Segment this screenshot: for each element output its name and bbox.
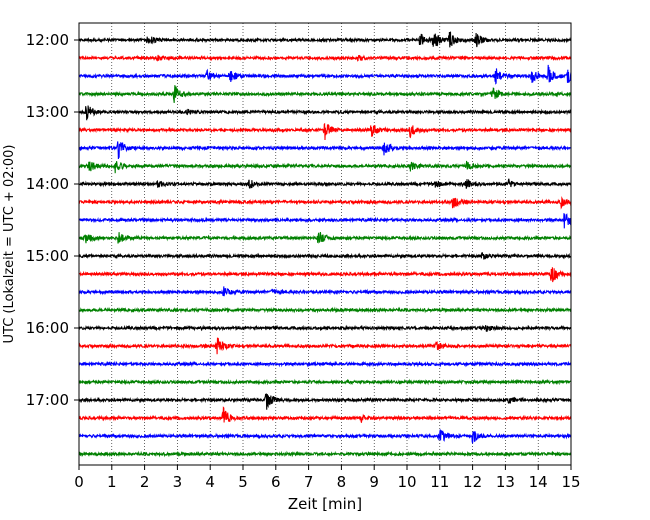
y-tick-label: 13:00 (26, 103, 69, 121)
trace-line (78, 450, 572, 458)
trace-line (78, 122, 572, 141)
x-tick-label: 4 (205, 473, 215, 491)
x-tick-label: 15 (561, 473, 580, 491)
trace-line (78, 324, 572, 332)
trace-line (78, 85, 572, 103)
trace-line (78, 64, 572, 85)
trace-line (78, 429, 572, 444)
x-tick-label: 0 (74, 473, 84, 491)
y-tick-label: 15:00 (26, 247, 69, 265)
x-tick-label: 1 (107, 473, 117, 491)
y-tick-label: 14:00 (26, 175, 69, 193)
trace-line (78, 178, 572, 189)
y-tick-label: 16:00 (26, 319, 69, 337)
plot-frame (78, 22, 572, 466)
traces (78, 31, 572, 458)
trace-line (78, 286, 572, 297)
trace-line (78, 406, 572, 424)
x-tick-label: 13 (496, 473, 515, 491)
x-axis: 0 1 2 3 4 5 6 7 8 9 10 11 12 13 14 15 (74, 465, 581, 491)
trace-line (78, 31, 572, 48)
trace-line (78, 337, 572, 355)
x-tick-label: 5 (238, 473, 248, 491)
trace-line (78, 213, 572, 229)
trace-line (78, 393, 572, 410)
x-tick-label: 9 (369, 473, 379, 491)
x-tick-label: 14 (529, 473, 548, 491)
x-tick-label: 7 (304, 473, 314, 491)
trace-line (78, 267, 572, 283)
trace-line (78, 231, 572, 244)
x-tick-label: 3 (173, 473, 183, 491)
trace-line (78, 160, 572, 174)
x-tick-label: 8 (337, 473, 347, 491)
x-tick-label: 2 (140, 473, 150, 491)
trace-line (78, 378, 572, 386)
trace-line (78, 105, 572, 121)
x-axis-label: Zeit [min] (288, 495, 362, 513)
trace-line (78, 141, 572, 160)
y-tick-label: 12:00 (26, 31, 69, 49)
trace-line (78, 360, 572, 368)
plot-area (79, 23, 571, 465)
y-axis-label: UTC (Lokalzeit = UTC + 02:00) (2, 145, 17, 344)
x-tick-label: 11 (430, 473, 449, 491)
trace-line (78, 196, 572, 210)
trace-line (78, 306, 572, 314)
trace-line (78, 54, 572, 62)
y-tick-label: 17:00 (26, 391, 69, 409)
trace-line (78, 251, 572, 260)
y-axis: 12:00 13:00 14:00 15:00 16:00 17:00 (26, 31, 79, 409)
x-tick-label: 10 (397, 473, 416, 491)
x-tick-label: 12 (463, 473, 482, 491)
x-tick-label: 6 (271, 473, 281, 491)
